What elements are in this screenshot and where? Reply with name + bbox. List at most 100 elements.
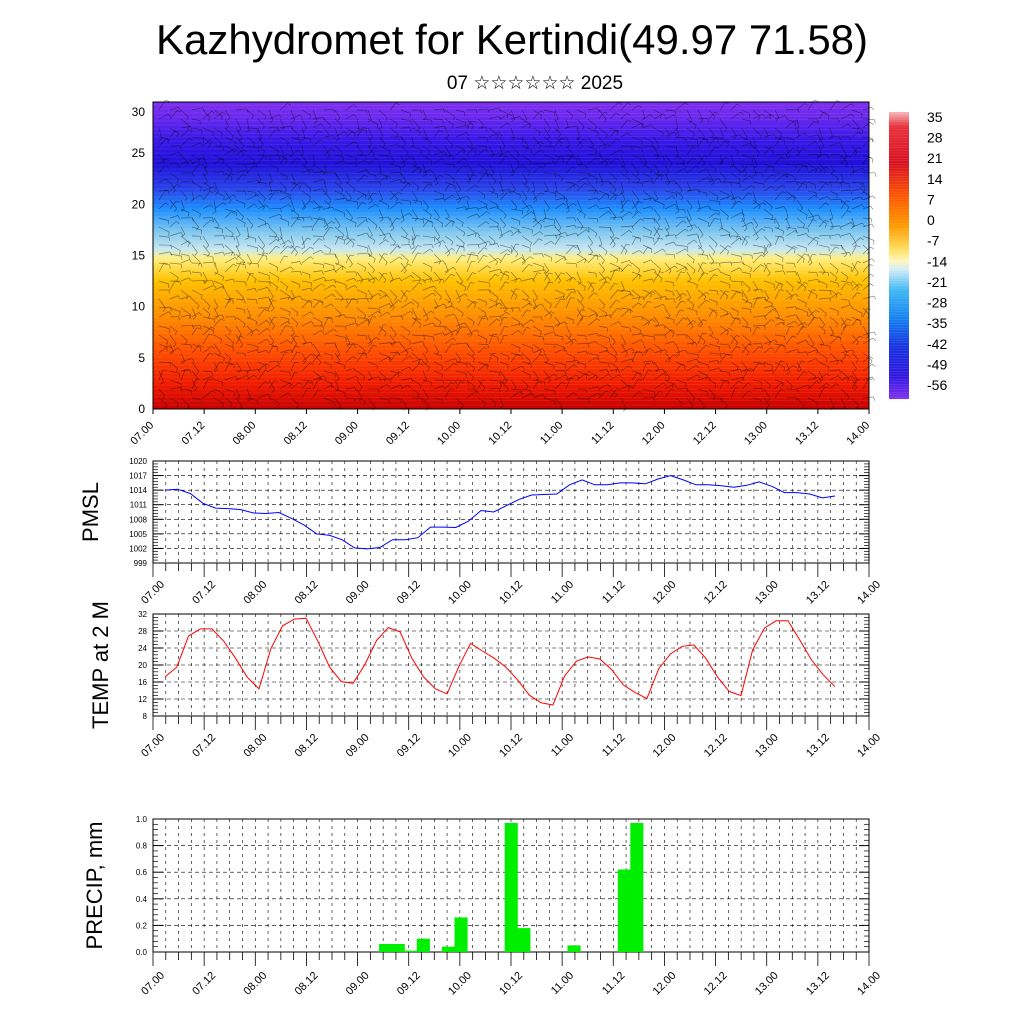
wind-barb-flag [493, 333, 498, 335]
wind-barb [752, 297, 765, 300]
wind-barb-flag [612, 341, 616, 346]
wind-barb-flag [706, 168, 710, 172]
wind-barb-flag [628, 179, 631, 184]
wind-barb [224, 226, 234, 234]
wind-barb-flag [320, 249, 324, 254]
wind-barb-flag [531, 319, 535, 323]
wind-barb [730, 316, 741, 321]
wind-barb-flag [784, 336, 786, 341]
y-tick-label: 999 [134, 559, 148, 568]
wind-barb-flag [241, 297, 244, 302]
wind-barb-flag [427, 183, 432, 186]
wind-barb [224, 289, 231, 301]
contour-line [152, 264, 870, 267]
wind-barb [521, 199, 530, 210]
wind-barb-flag [552, 326, 555, 331]
wind-barb-flag [503, 308, 507, 313]
wind-barb-flag [680, 363, 685, 367]
wind-barb [367, 157, 377, 165]
wind-barb [829, 325, 834, 334]
wind-barb-flag [684, 366, 686, 371]
contour-line [152, 256, 870, 258]
wind-barb-flag [786, 371, 791, 375]
wind-barb [774, 191, 783, 201]
wind-barb [224, 127, 234, 137]
wind-barb-flag [497, 257, 502, 262]
wind-barb-flag [346, 180, 350, 184]
wind-barb-flag [860, 196, 864, 201]
wind-barb [444, 244, 451, 254]
wind-barb [257, 296, 269, 300]
wind-barb [279, 392, 289, 399]
wind-barb [862, 181, 866, 192]
wind-barb [543, 373, 555, 381]
wind-barb-flag [355, 130, 360, 133]
y-tick-label: 0.8 [136, 842, 148, 851]
wind-barb [213, 190, 225, 197]
wind-barb [587, 370, 597, 377]
wind-barb-flag [277, 402, 280, 407]
wind-barb [301, 136, 311, 139]
wind-barb [367, 376, 379, 381]
wind-barb-flag [786, 174, 788, 179]
wind-barb-flag [449, 388, 454, 390]
wind-barb-flag [758, 362, 763, 365]
wind-barb [367, 337, 377, 345]
wind-barb [741, 361, 748, 369]
wind-barb [796, 244, 807, 249]
wind-barb [587, 313, 596, 318]
wind-barb-flag [770, 114, 775, 118]
wind-barb-flag [561, 381, 566, 385]
wind-barb-flag [222, 251, 226, 256]
wind-barb [235, 199, 246, 204]
wind-barb [433, 198, 444, 201]
wind-barb [697, 397, 706, 407]
wind-barb-flag [202, 107, 205, 112]
wind-barb [191, 136, 204, 139]
wind-barb [862, 258, 873, 264]
wind-barb [466, 390, 477, 399]
wind-barb [334, 190, 345, 196]
wind-barb [675, 145, 679, 157]
wind-barb-flag [538, 131, 541, 136]
wind-barb [213, 298, 219, 308]
wind-barb [719, 325, 729, 332]
wind-barb [169, 307, 181, 312]
wind-barb [862, 106, 872, 111]
wind-barb [169, 106, 179, 111]
wind-barb-flag [825, 166, 830, 170]
wind-barb-flag [804, 322, 808, 326]
wind-barb [367, 397, 376, 408]
wind-barb [323, 384, 332, 390]
wind-barb [752, 163, 757, 175]
wind-barb [169, 253, 182, 257]
wind-barb [312, 123, 321, 129]
wind-barb-flag [321, 206, 325, 211]
wind-barb-flag [803, 181, 808, 184]
wind-barb-flag [662, 132, 664, 137]
wind-barb-flag [388, 216, 391, 221]
wind-barb [433, 151, 445, 156]
wind-barb [499, 109, 509, 115]
wind-barb [774, 389, 782, 399]
wind-barb-flag [366, 232, 370, 237]
wind-barb-flag [748, 390, 753, 394]
wind-barb [510, 354, 517, 363]
wind-barb-flag [697, 354, 699, 359]
x-tick-label: 07.12 [190, 579, 218, 607]
wind-barb-flag [485, 170, 488, 175]
wind-barb-flag [442, 260, 446, 265]
wind-barb [829, 292, 839, 300]
wind-barb [334, 154, 343, 158]
wind-barb-flag [294, 362, 299, 364]
wind-barb [631, 181, 643, 184]
wind-barb [213, 334, 222, 340]
wind-barb-flag [473, 147, 478, 150]
wind-barb-flag [550, 311, 555, 315]
wind-barb [697, 316, 703, 325]
wind-barb-flag [514, 206, 518, 211]
wind-barb [587, 181, 597, 191]
wind-barb-flag [316, 353, 320, 358]
wind-barb-flag [615, 112, 620, 116]
wind-barb-flag [815, 309, 820, 313]
